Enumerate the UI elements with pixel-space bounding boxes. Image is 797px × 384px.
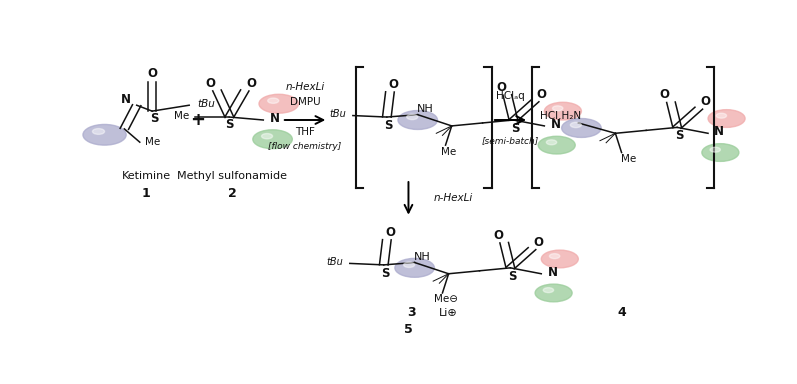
Circle shape <box>562 119 601 137</box>
Text: 4: 4 <box>617 306 626 319</box>
Text: HCl.H₂N: HCl.H₂N <box>540 111 582 121</box>
Text: Me: Me <box>622 154 637 164</box>
Text: THF: THF <box>295 127 315 137</box>
Text: [semi-batch]: [semi-batch] <box>481 136 539 145</box>
Text: N: N <box>714 125 724 138</box>
Text: Me: Me <box>175 111 190 121</box>
Text: NH: NH <box>417 104 434 114</box>
Text: O: O <box>496 81 506 94</box>
Circle shape <box>571 122 582 127</box>
Circle shape <box>541 250 579 268</box>
Text: Ketimine: Ketimine <box>121 171 171 181</box>
Circle shape <box>403 262 414 268</box>
Text: tBu: tBu <box>329 109 346 119</box>
Text: N: N <box>548 266 557 279</box>
Text: Me⊖: Me⊖ <box>434 295 457 305</box>
Circle shape <box>92 129 104 134</box>
Text: S: S <box>511 122 520 135</box>
Text: N: N <box>551 118 560 131</box>
Text: S: S <box>508 270 516 283</box>
Circle shape <box>259 94 299 113</box>
Text: Methyl sulfonamide: Methyl sulfonamide <box>178 171 288 181</box>
Text: tBu: tBu <box>326 257 343 267</box>
Text: Me: Me <box>441 147 456 157</box>
Circle shape <box>535 284 572 302</box>
Text: Me: Me <box>144 137 159 147</box>
Text: O: O <box>536 88 546 101</box>
Text: S: S <box>225 118 234 131</box>
Text: [flow chemistry]: [flow chemistry] <box>269 142 342 151</box>
Text: O: O <box>493 229 503 242</box>
Text: NH: NH <box>414 252 430 262</box>
Text: 3: 3 <box>407 306 416 319</box>
Text: N: N <box>269 112 280 125</box>
Text: 2: 2 <box>228 187 237 200</box>
Circle shape <box>710 147 720 152</box>
Circle shape <box>708 110 745 127</box>
Circle shape <box>398 111 438 129</box>
Circle shape <box>406 114 418 120</box>
Circle shape <box>83 124 126 145</box>
Text: HClₐq: HClₐq <box>496 91 524 101</box>
Text: O: O <box>700 95 710 108</box>
Circle shape <box>253 130 292 149</box>
Text: O: O <box>385 226 395 239</box>
Circle shape <box>546 140 557 145</box>
Text: +: + <box>190 111 205 129</box>
Circle shape <box>717 113 727 118</box>
Text: S: S <box>675 129 683 142</box>
Text: S: S <box>384 119 392 132</box>
Text: O: O <box>388 78 398 91</box>
Text: O: O <box>660 88 669 101</box>
Text: O: O <box>206 76 216 89</box>
Text: n-HexLi: n-HexLi <box>285 83 324 93</box>
Circle shape <box>552 106 563 111</box>
Text: DMPU: DMPU <box>289 97 320 107</box>
Text: S: S <box>150 112 159 125</box>
Circle shape <box>544 288 554 293</box>
Circle shape <box>261 134 273 139</box>
Text: n-HexLi: n-HexLi <box>434 194 473 204</box>
Text: O: O <box>246 76 256 89</box>
Circle shape <box>544 102 582 120</box>
Text: 5: 5 <box>404 323 413 336</box>
Text: O: O <box>147 67 157 80</box>
Circle shape <box>395 258 434 277</box>
Circle shape <box>549 254 559 258</box>
Text: tBu: tBu <box>198 99 215 109</box>
Circle shape <box>268 98 279 103</box>
Text: 1: 1 <box>142 187 151 200</box>
Text: Li⊕: Li⊕ <box>439 308 458 318</box>
Text: S: S <box>381 266 389 280</box>
Circle shape <box>538 136 575 154</box>
Text: N: N <box>121 93 132 106</box>
Circle shape <box>702 144 739 161</box>
Text: O: O <box>533 236 544 248</box>
